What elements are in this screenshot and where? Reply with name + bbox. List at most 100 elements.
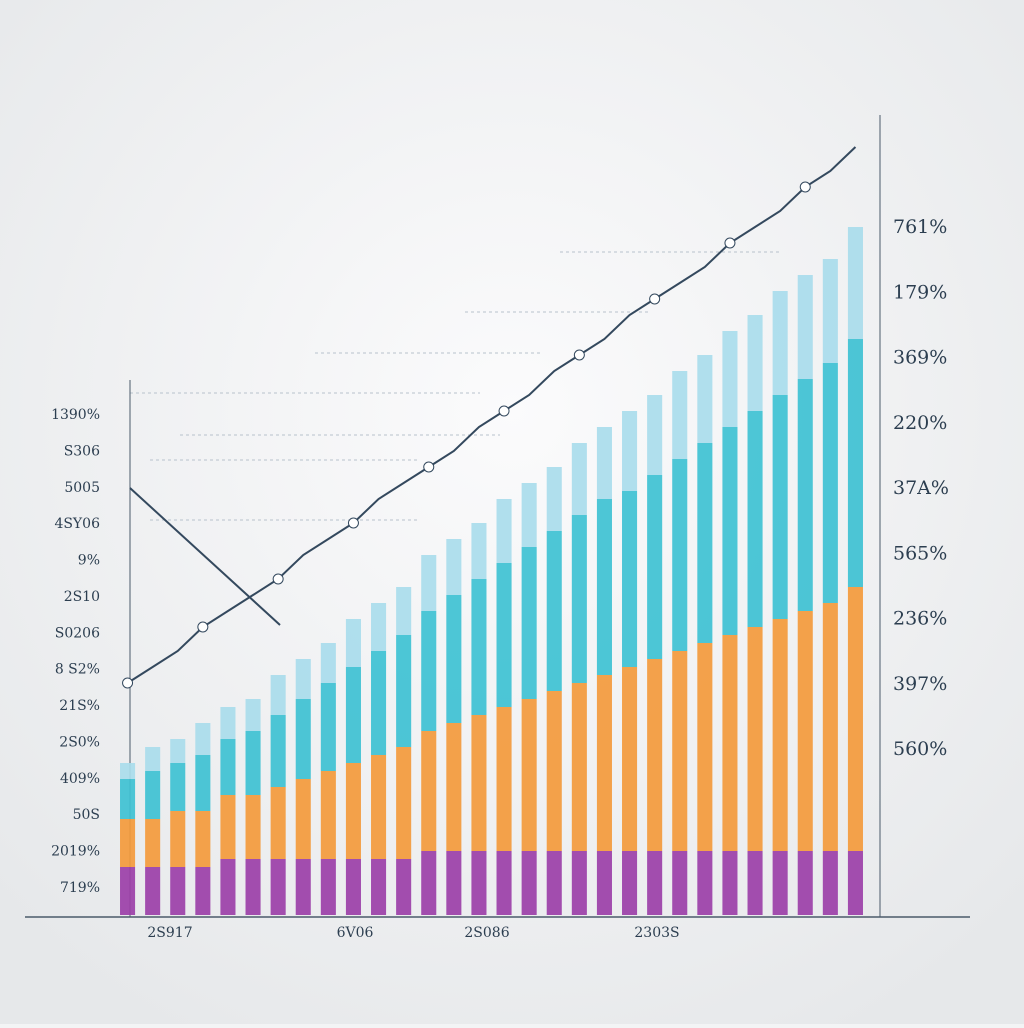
bar-segment xyxy=(145,747,161,771)
bar-segment xyxy=(647,659,663,851)
bar-segment xyxy=(245,699,261,731)
bar-segment xyxy=(747,315,763,411)
bar-segment xyxy=(622,411,638,491)
right-label: 565% xyxy=(893,542,947,564)
bar-segment xyxy=(647,851,663,915)
bar-segment xyxy=(320,859,336,915)
bar-segment xyxy=(797,275,813,379)
bar-segment xyxy=(446,851,462,915)
bar-segment xyxy=(245,795,261,859)
bar-segment xyxy=(421,555,437,611)
bar-segment xyxy=(471,579,487,715)
bar-segment xyxy=(295,859,311,915)
bar-segment xyxy=(596,851,612,915)
bar-segment xyxy=(672,459,688,651)
bar-segment xyxy=(622,491,638,667)
bar-segment xyxy=(797,379,813,611)
bar-segment xyxy=(245,731,261,795)
left-label: 50S xyxy=(73,807,100,823)
bar-segment xyxy=(421,731,437,851)
trend-point xyxy=(799,181,811,193)
bar-segment xyxy=(847,339,863,587)
bar-segment xyxy=(120,763,136,779)
right-label: 761% xyxy=(893,216,947,238)
x-label: 2S086 xyxy=(464,925,509,941)
bar-segment xyxy=(471,715,487,851)
left-label: 2S0% xyxy=(59,734,100,750)
bar-segment xyxy=(270,787,286,859)
bar-segment xyxy=(496,499,512,563)
bar-segment xyxy=(345,619,361,667)
x-label: 6V06 xyxy=(337,925,374,941)
right-label: 560% xyxy=(893,738,947,760)
decor-line xyxy=(129,487,281,626)
trend-point xyxy=(197,621,209,633)
bar-segment xyxy=(722,331,738,427)
right-label: 397% xyxy=(893,673,947,695)
bar-segment xyxy=(847,227,863,339)
bar-segment xyxy=(371,755,387,859)
bar-segment xyxy=(220,707,236,739)
bar-segment xyxy=(496,563,512,707)
bar-segment xyxy=(270,715,286,787)
bar-segment xyxy=(772,291,788,395)
bar-segment xyxy=(722,635,738,851)
bar-segment xyxy=(596,675,612,851)
bar-segment xyxy=(672,651,688,851)
left-label: S0206 xyxy=(55,625,100,641)
bar-segment xyxy=(722,427,738,635)
bar-segment xyxy=(521,851,537,915)
bar-segment xyxy=(772,851,788,915)
trend-point xyxy=(724,237,736,249)
right-label: 236% xyxy=(893,608,947,630)
bar-segment xyxy=(220,795,236,859)
bar-segment xyxy=(747,411,763,627)
bar-segment xyxy=(521,483,537,547)
left-label: 1390% xyxy=(51,407,100,423)
bar-segment xyxy=(546,467,562,531)
bar-segment xyxy=(521,547,537,699)
bar-segment xyxy=(722,851,738,915)
bar-segment xyxy=(371,603,387,651)
right-label: 369% xyxy=(893,347,947,369)
bar-segment xyxy=(647,475,663,659)
trend-point xyxy=(498,405,510,417)
bar-segment xyxy=(797,611,813,851)
left-label: 21S% xyxy=(59,698,100,714)
bar-segment xyxy=(220,859,236,915)
trend-point xyxy=(573,349,585,361)
bar-segment xyxy=(446,723,462,851)
bar-segment xyxy=(295,779,311,859)
bar-segment xyxy=(421,851,437,915)
bar-segment xyxy=(295,699,311,779)
bar-segment xyxy=(320,683,336,771)
bar-segment xyxy=(345,667,361,763)
left-label: 2019% xyxy=(51,844,100,860)
bar-segment xyxy=(446,595,462,723)
bar-segment xyxy=(672,851,688,915)
bar-segment xyxy=(847,851,863,915)
bar-segment xyxy=(421,611,437,731)
bar-segment xyxy=(195,723,211,755)
bar-segment xyxy=(320,771,336,859)
bar-segment xyxy=(546,531,562,691)
left-label: 9% xyxy=(78,553,100,569)
left-label: 8 S2% xyxy=(55,662,100,678)
bar-segment xyxy=(371,651,387,755)
bar-segment xyxy=(120,819,136,867)
bar-segment xyxy=(320,643,336,683)
trend-point xyxy=(272,573,284,585)
bar-segment xyxy=(697,851,713,915)
bar-segment xyxy=(396,587,412,635)
bar-segment xyxy=(772,619,788,851)
bar-segment xyxy=(120,779,136,819)
bar-segment xyxy=(521,699,537,851)
bar-segment xyxy=(371,859,387,915)
trend-point xyxy=(122,677,134,689)
left-label: S306 xyxy=(64,443,100,459)
bar-segment xyxy=(822,603,838,851)
left-label: 719% xyxy=(60,880,100,896)
bar-segment xyxy=(195,755,211,811)
bar-segment xyxy=(496,707,512,851)
